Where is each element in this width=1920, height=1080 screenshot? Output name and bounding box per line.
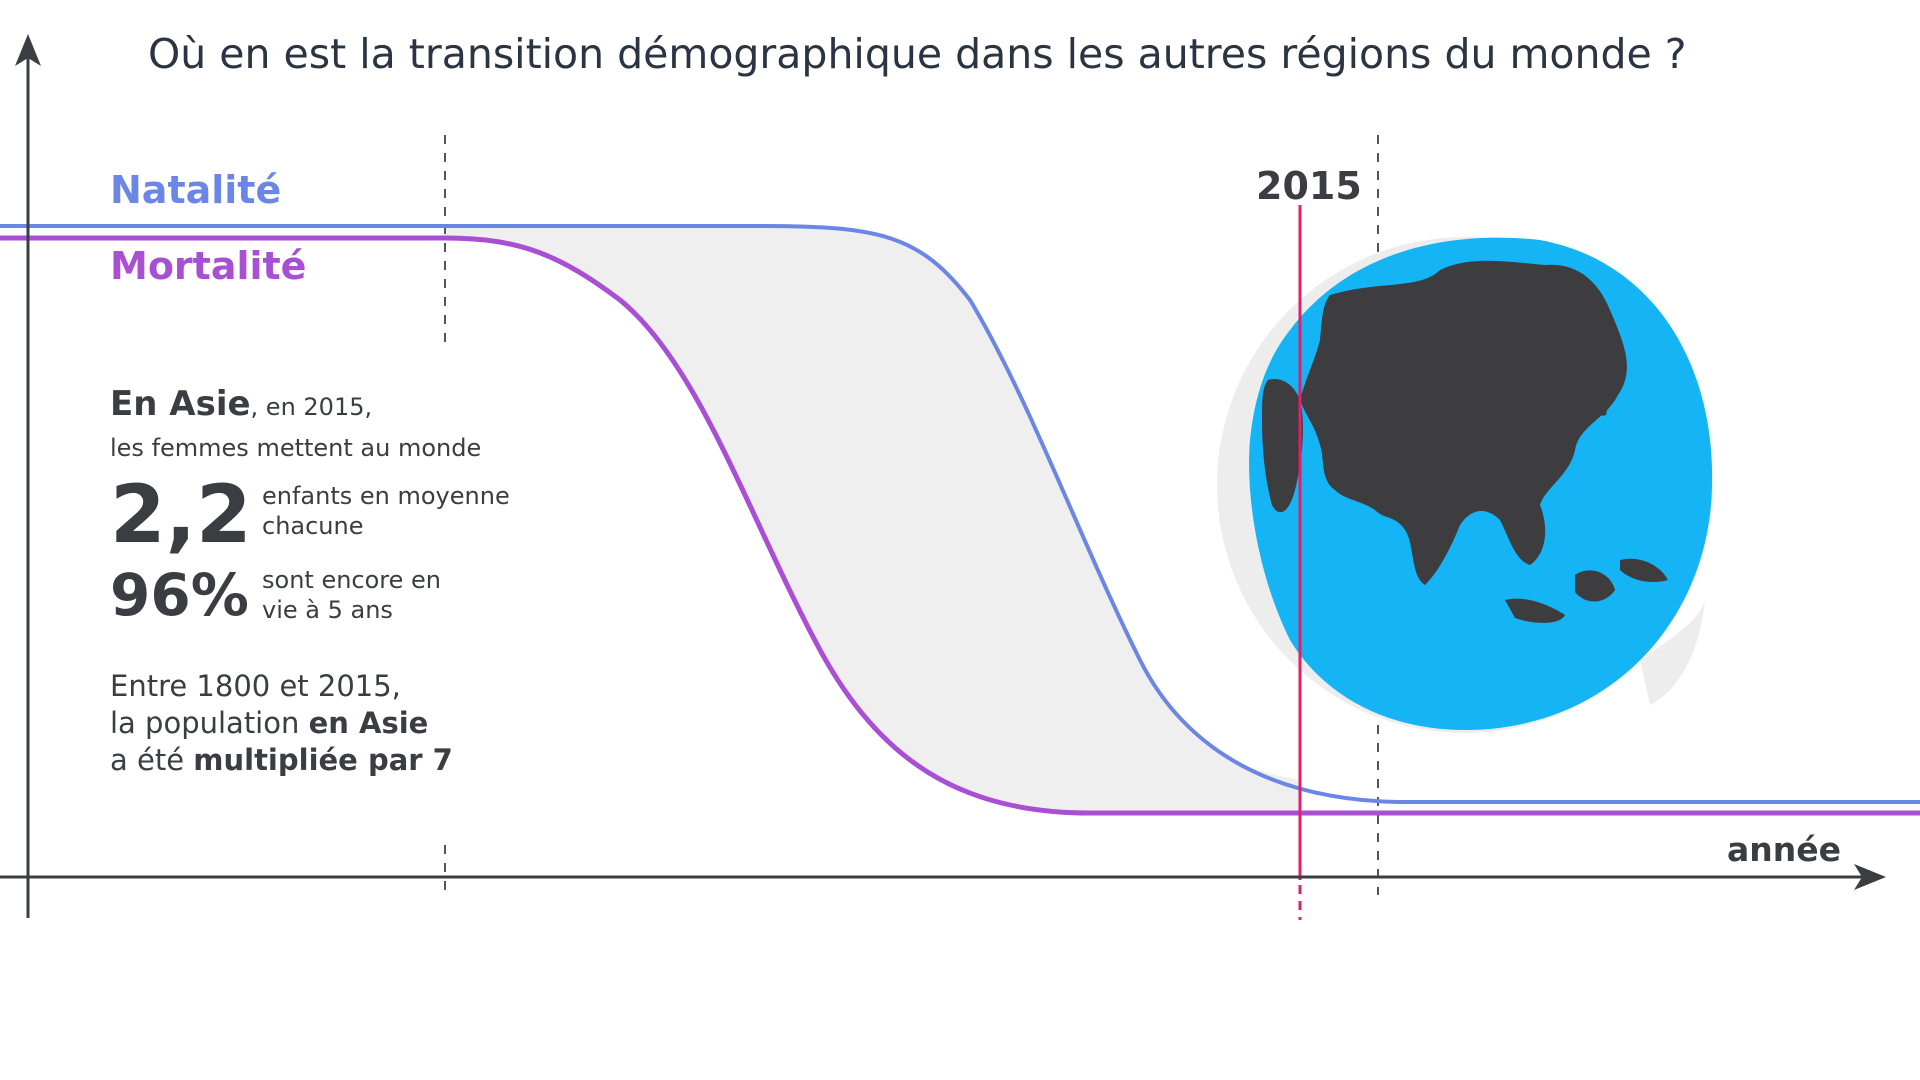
natalite-label: Natalité: [110, 168, 282, 212]
summary-line2: la population en Asie: [110, 705, 453, 742]
gap-area: [445, 226, 1300, 813]
region-intro: En Asie, en 2015,: [110, 384, 372, 424]
globe-asia-icon: [1217, 237, 1713, 733]
survival-description: sont encore en vie à 5 ans: [262, 565, 441, 625]
survival-desc-line2: vie à 5 ans: [262, 596, 393, 624]
fertility-desc-line1: enfants en moyenne: [262, 482, 510, 510]
mortalite-curve: [0, 235, 1920, 816]
mortalite-label: Mortalité: [110, 244, 307, 288]
y-axis-arrow-icon: [15, 34, 41, 66]
region-name: En Asie: [110, 384, 251, 424]
population-summary: Entre 1800 et 2015, la population en Asi…: [110, 668, 453, 779]
page-title: Où en est la transition démographique da…: [148, 30, 1687, 78]
summary-line3-text: a été: [110, 743, 194, 777]
survival-desc-line1: sont encore en: [262, 566, 442, 594]
region-suffix: , en 2015,: [250, 393, 373, 421]
year-marker-label: 2015: [1256, 164, 1362, 208]
region-intro-line2: les femmes mettent au monde: [110, 434, 482, 462]
summary-line1: Entre 1800 et 2015,: [110, 669, 401, 703]
x-axis-label: année: [1727, 830, 1842, 869]
natalite-curve: [0, 224, 1920, 804]
summary-line3: a été multipliée par 7: [110, 742, 453, 779]
survival-value: 96%: [110, 561, 249, 629]
summary-line2-bold: en Asie: [308, 706, 429, 740]
fertility-desc-line2: chacune: [262, 512, 364, 540]
summary-line3-bold: multipliée par 7: [193, 743, 453, 777]
summary-line2-text: la population: [110, 706, 309, 740]
x-axis-arrow-icon: [1854, 864, 1886, 890]
fertility-value: 2,2: [110, 468, 252, 561]
fertility-description: enfants en moyenne chacune: [262, 481, 510, 541]
